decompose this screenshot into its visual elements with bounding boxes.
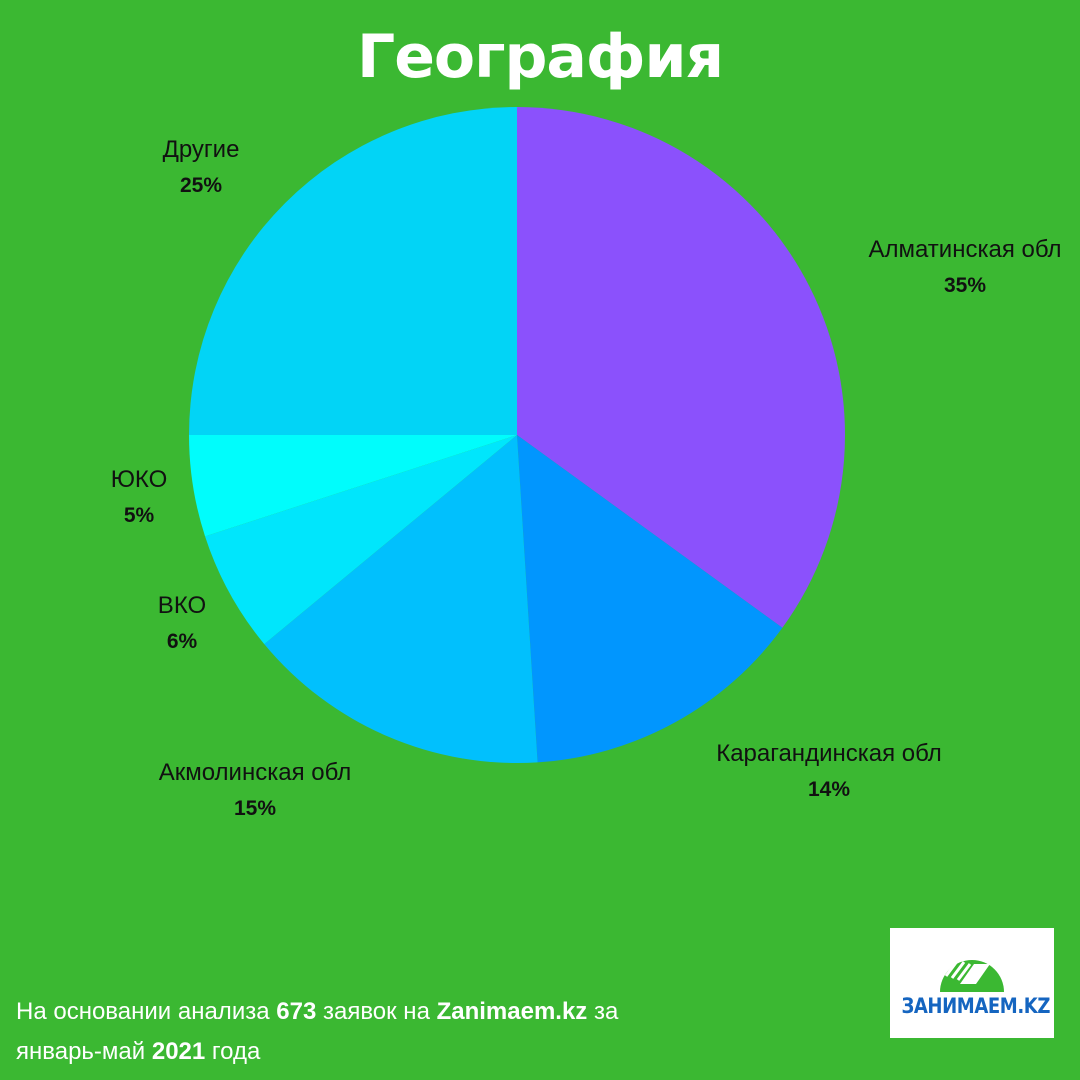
footer-count: 673 [276,998,317,1025]
zanimaem-logo: ЗАНИМАЕМ.KZ [890,928,1054,1038]
pie-slice [517,107,845,628]
slice-label-value: 25% [179,174,223,197]
pie-slice [205,435,517,645]
slice-label-value: 35% [943,274,987,297]
slice-label-name: Акмолинская обл [158,759,352,786]
footer-note: На основании анализа 673 заявок на Zanim… [16,992,618,1072]
footer-text: январь-май [16,1038,152,1065]
footer-text: за [587,998,619,1025]
footer-text: года [205,1038,261,1065]
slice-label-value: 14% [807,778,851,801]
slice-label-name: Алматинская обл [868,236,1062,263]
slice-label: ВКО 6% [158,588,206,660]
footer-text: На основании анализа [16,998,277,1025]
logo-text: ЗАНИМАЕМ.KZ [901,994,1051,1018]
slice-label-value: 15% [233,797,277,820]
chart-title: География [356,22,724,92]
footer-site: Zanimaem.kz [436,998,588,1025]
slice-label: ЮКО 5% [111,462,168,534]
pie-slice [264,435,538,763]
logo-emblem-icon [940,959,1004,992]
slice-label: Другие 25% [163,132,240,204]
slice-label: Алматинская обл 35% [868,232,1061,304]
slice-label: Акмолинская обл 15% [159,755,352,827]
slice-label-name: ВКО [157,592,207,619]
slice-label-name: Карагандинская обл [716,740,942,767]
slice-label: Карагандинская обл 14% [716,736,942,808]
slice-label-value: 6% [166,630,198,653]
slice-label-name: ЮКО [110,466,168,493]
pie-slice [189,435,517,537]
pie-slice [517,435,783,763]
slice-label-value: 5% [123,504,155,527]
footer-year: 2021 [151,1038,206,1065]
slice-label-name: Другие [162,136,240,163]
pie-slice [189,107,517,435]
footer-text: заявок на [316,998,437,1025]
